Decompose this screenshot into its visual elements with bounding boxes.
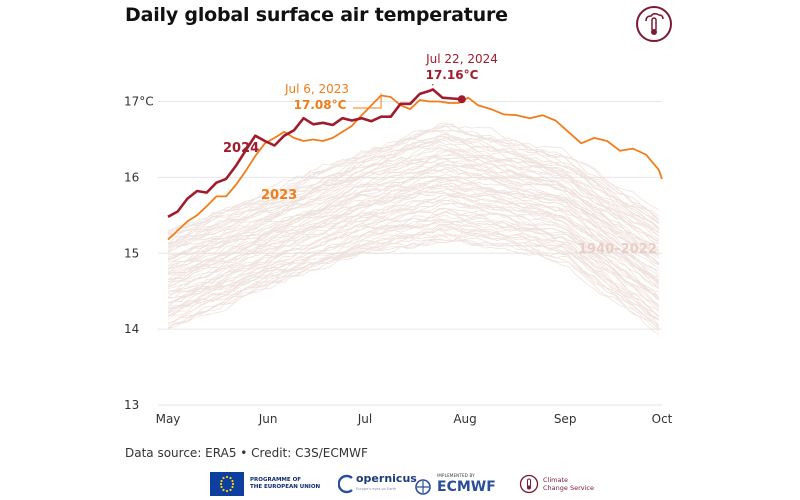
- x-tick-label-jun: Jun: [258, 412, 278, 426]
- annotation-2024-date: Jul 22, 2024: [425, 52, 498, 66]
- historical-series-line: [167, 136, 659, 245]
- historical-series-line: [167, 176, 660, 274]
- eu-programme-text: PROGRAMME OF THE EUROPEAN UNION: [250, 477, 321, 490]
- historical-series-line: [167, 214, 660, 307]
- historical-series-line: [167, 138, 660, 244]
- annotation-2023-leader: [353, 93, 382, 109]
- historical-series-line: [167, 208, 659, 298]
- historical-series-line: [167, 210, 660, 307]
- series-2024-end-marker: [457, 95, 466, 104]
- data-source-credit: Data source: ERA5 • Credit: C3S/ECMWF: [125, 446, 368, 460]
- historical-series-line: [167, 154, 660, 260]
- y-tick-label-13: 13: [124, 398, 139, 412]
- historical-series-line: [167, 178, 660, 281]
- historical-series-line: [167, 226, 659, 321]
- historical-series-line: [167, 140, 660, 244]
- y-tick-label-16: 16: [124, 170, 139, 184]
- annotation-2023-value: 17.08°C: [294, 98, 347, 112]
- x-tick-label-oct: Oct: [652, 412, 673, 426]
- x-tick-label-jul: Jul: [357, 412, 372, 426]
- ccs-text: Climate Change Service: [543, 476, 594, 492]
- historical-series-line: [167, 240, 660, 330]
- eu-flag-icon: [210, 472, 244, 496]
- series-line-2023: [167, 94, 663, 241]
- x-tick-label-sep: Sep: [554, 412, 577, 426]
- series-label-2023: 2023: [261, 188, 297, 203]
- historical-series-line: [167, 133, 659, 240]
- historical-series-line: [167, 136, 660, 244]
- ecmwf-icon: [415, 479, 431, 495]
- temperature-chart: 13 14 15 16 17°C May Jun Jul Aug Sep Oct 2024 2023 19…: [124, 52, 673, 426]
- y-tick-label-15: 15: [124, 246, 139, 260]
- ecmwf-logo: IMPLEMENTED BY ECMWF: [415, 468, 505, 500]
- historical-series-group: [167, 122, 660, 336]
- historical-series-line: [167, 223, 659, 308]
- climate-service-icon: [519, 474, 539, 494]
- ecmwf-implemented-text: IMPLEMENTED BY: [437, 473, 475, 478]
- annotation-2024-value: 17.16°C: [426, 68, 479, 82]
- copernicus-logo: opernicus Europe's eyes on Earth: [338, 468, 417, 500]
- historical-series-line: [167, 187, 660, 287]
- historical-series-line: [167, 129, 660, 232]
- historical-series-line: [167, 198, 659, 298]
- x-tick-label-may: May: [156, 412, 181, 426]
- ccs-logo: Climate Change Service: [519, 468, 594, 500]
- historical-series-line: [167, 157, 660, 258]
- historical-series-line: [167, 199, 660, 301]
- x-tick-label-aug: Aug: [453, 412, 476, 426]
- eu-logo: PROGRAMME OF THE EUROPEAN UNION: [210, 468, 320, 500]
- historical-series-line: [167, 218, 660, 310]
- y-tick-label-17: 17°C: [124, 95, 154, 109]
- copernicus-tagline: Europe's eyes on Earth: [356, 487, 397, 491]
- y-tick-label-14: 14: [124, 322, 139, 336]
- series-label-2024: 2024: [223, 141, 259, 156]
- series-line-2024: [167, 88, 462, 218]
- copernicus-text: opernicus: [356, 472, 417, 485]
- annotation-2023-date: Jul 6, 2023: [284, 82, 349, 96]
- historical-series-line: [167, 176, 660, 276]
- ecmwf-text: ECMWF: [437, 479, 496, 495]
- historical-series-line: [167, 169, 660, 272]
- historical-series-line: [168, 156, 659, 259]
- chart-title: Daily global surface air temperature: [125, 4, 508, 26]
- footer-logos: PROGRAMME OF THE EUROPEAN UNION opernicu…: [0, 468, 800, 500]
- copernicus-icon: [338, 474, 353, 494]
- historical-series-line: [167, 122, 659, 232]
- historical-series-line: [167, 218, 660, 320]
- series-label-1940-2022: 1940–2022: [578, 242, 657, 257]
- climate-change-service-icon: [636, 6, 672, 42]
- historical-series-line: [167, 201, 660, 299]
